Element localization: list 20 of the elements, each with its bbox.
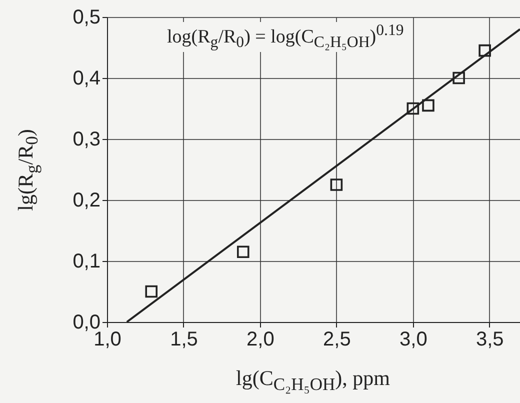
x-tick-label: 2,5 [323,328,351,350]
y-tick-label: 0,3 [72,128,100,150]
x-tick-label: 1,0 [94,328,122,350]
y-tick-label: 0,5 [72,6,100,28]
y-tick-label: 0,2 [72,190,100,212]
point [478,44,491,57]
point [452,72,465,84]
x-tick-label: 3,0 [400,328,428,350]
y-tick-label: 0,4 [72,68,100,90]
x-tick-label: 1,5 [170,328,198,350]
point [422,99,434,112]
annotation: log(R$_{g}$/R$_{0}$) = log(C$_{C₂H₅OH}$)$^{0.19}$ [165,22,406,52]
point [330,178,343,191]
x-tick-label: 2,0 [246,328,274,350]
x-tick-label: 3,5 [476,328,504,350]
point [406,102,420,115]
point [145,285,158,298]
y-tick-label: 0,1 [72,250,100,272]
x-axis-title: lg(C$_{C₂H₅OH}$), ppm [236,366,390,396]
point [236,246,250,258]
